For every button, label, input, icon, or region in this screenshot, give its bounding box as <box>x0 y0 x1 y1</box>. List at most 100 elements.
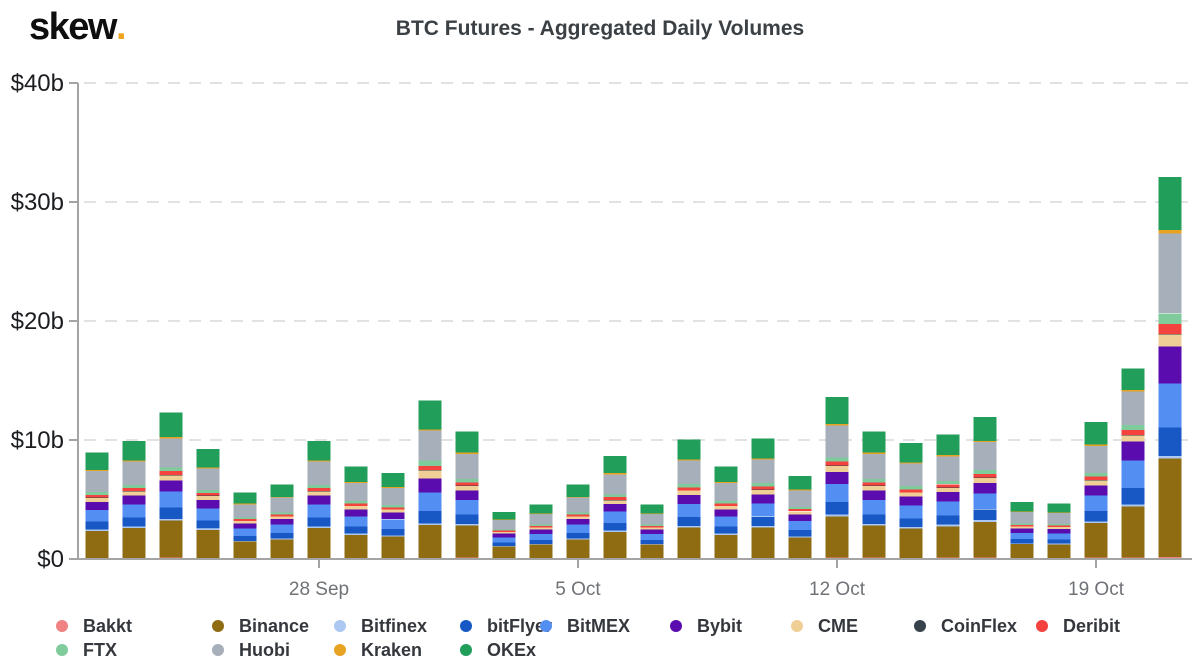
bar-segment-deribit[interactable] <box>529 526 553 528</box>
bar-segment-bybit[interactable] <box>788 514 812 521</box>
bar-segment-bitmex[interactable] <box>677 503 701 518</box>
bar-segment-deribit[interactable] <box>603 497 627 500</box>
bar-segment-ftx[interactable] <box>788 506 812 510</box>
bar-segment-bybit[interactable] <box>455 490 479 501</box>
bar-segment-ftx[interactable] <box>603 494 627 498</box>
bar-segment-bybit[interactable] <box>1121 441 1145 461</box>
bar-segment-deribit[interactable] <box>1047 525 1071 528</box>
bar-segment-kraken[interactable] <box>418 429 442 431</box>
bar-segment-bybit[interactable] <box>381 512 405 520</box>
bar-17-oct[interactable] <box>1010 502 1034 559</box>
bar-segment-kraken[interactable] <box>381 487 405 488</box>
bar-segment-bybit[interactable] <box>196 500 220 509</box>
bar-segment-cme[interactable] <box>122 491 146 496</box>
bar-segment-kraken[interactable] <box>307 460 331 462</box>
bar-10-oct[interactable] <box>751 438 775 559</box>
bar-segment-ftx[interactable] <box>640 524 664 527</box>
bar-segment-bitfinex[interactable] <box>825 514 849 517</box>
bar-12-oct[interactable] <box>825 396 849 559</box>
bar-segment-bybit[interactable] <box>603 503 627 512</box>
bar-segment-kraken[interactable] <box>270 497 294 498</box>
bar-18-oct[interactable] <box>1047 503 1071 559</box>
bar-segment-binance[interactable] <box>1121 506 1145 558</box>
bar-segment-bitmex[interactable] <box>825 484 849 503</box>
bar-segment-binance[interactable] <box>455 525 479 558</box>
bar-3-oct[interactable] <box>492 511 516 559</box>
bar-segment-binance[interactable] <box>418 525 442 558</box>
bar-segment-bitmex[interactable] <box>381 519 405 529</box>
legend-item-cme[interactable]: CME <box>791 616 858 636</box>
bar-segment-huobi[interactable] <box>344 483 368 502</box>
bar-segment-okex[interactable] <box>455 431 479 453</box>
bar-segment-okex[interactable] <box>381 472 405 488</box>
bar-segment-deribit[interactable] <box>566 514 590 517</box>
bar-segment-bybit[interactable] <box>899 496 923 506</box>
bar-segment-bitfinex[interactable] <box>677 526 701 528</box>
bar-segment-binance[interactable] <box>196 530 220 558</box>
bar-segment-deribit[interactable] <box>455 482 479 486</box>
bar-23-sep[interactable] <box>122 440 146 559</box>
bar-segment-ftx[interactable] <box>233 517 257 520</box>
bar-segment-cme[interactable] <box>825 466 849 472</box>
bar-segment-huobi[interactable] <box>973 442 997 470</box>
bar-segment-cme[interactable] <box>677 490 701 495</box>
bar-segment-cme[interactable] <box>529 527 553 530</box>
bar-segment-huobi[interactable] <box>418 430 442 461</box>
bar-segment-bitfinex[interactable] <box>862 523 886 526</box>
bar-segment-huobi[interactable] <box>381 488 405 505</box>
bar-segment-okex[interactable] <box>270 484 294 497</box>
bar-segment-huobi[interactable] <box>566 497 590 513</box>
bar-segment-okex[interactable] <box>418 400 442 430</box>
bar-segment-bitflyer[interactable] <box>344 526 368 534</box>
bar-segment-bybit[interactable] <box>566 519 590 525</box>
bar-6-oct[interactable] <box>603 456 627 559</box>
legend-item-coinflex[interactable]: CoinFlex <box>914 616 1017 636</box>
bar-segment-huobi[interactable] <box>85 471 109 492</box>
bar-segment-cme[interactable] <box>1010 526 1034 529</box>
bar-segment-huobi[interactable] <box>788 490 812 507</box>
bar-segment-cme[interactable] <box>492 532 516 534</box>
bar-segment-okex[interactable] <box>936 434 960 456</box>
bar-30-sep[interactable] <box>381 472 405 559</box>
bar-segment-ftx[interactable] <box>1121 425 1145 430</box>
bar-segment-kraken[interactable] <box>1010 511 1034 513</box>
bar-segment-deribit[interactable] <box>196 493 220 496</box>
bar-segment-bitflyer[interactable] <box>122 517 146 527</box>
bar-segment-binance[interactable] <box>122 528 146 558</box>
bar-segment-okex[interactable] <box>566 484 590 497</box>
bar-segment-bitmex[interactable] <box>196 508 220 521</box>
bar-segment-binance[interactable] <box>640 544 664 559</box>
bar-segment-ftx[interactable] <box>492 529 516 531</box>
bar-segment-bitfinex[interactable] <box>344 533 368 535</box>
bar-segment-binance[interactable] <box>714 534 738 558</box>
bar-segment-bitfinex[interactable] <box>418 523 442 526</box>
bar-segment-bitfinex[interactable] <box>85 529 109 532</box>
bar-2-oct[interactable] <box>455 431 479 559</box>
bar-segment-cme[interactable] <box>1121 435 1145 442</box>
bar-segment-deribit[interactable] <box>825 461 849 466</box>
bar-segment-deribit[interactable] <box>714 503 738 506</box>
bar-segment-ftx[interactable] <box>159 467 183 472</box>
bar-segment-bitmex[interactable] <box>862 500 886 515</box>
bar-1-oct[interactable] <box>418 400 442 559</box>
bar-segment-cme[interactable] <box>899 492 923 497</box>
bar-segment-okex[interactable] <box>973 417 997 441</box>
bar-segment-bitmex[interactable] <box>122 504 146 518</box>
bar-segment-bitmex[interactable] <box>788 520 812 530</box>
bar-segment-huobi[interactable] <box>122 461 146 485</box>
bar-segment-bitfinex[interactable] <box>233 540 257 542</box>
bar-segment-ftx[interactable] <box>1084 473 1108 477</box>
bar-5-oct[interactable] <box>566 484 590 559</box>
bar-segment-huobi[interactable] <box>751 459 775 484</box>
bar-8-oct[interactable] <box>677 439 701 559</box>
bar-segment-okex[interactable] <box>825 396 849 424</box>
bar-segment-bitflyer[interactable] <box>492 542 516 547</box>
bar-segment-bitmex[interactable] <box>714 516 738 527</box>
legend-item-ftx[interactable]: FTX <box>56 640 117 660</box>
bar-segment-huobi[interactable] <box>196 468 220 490</box>
bar-segment-huobi[interactable] <box>455 453 479 479</box>
bar-segment-coinflex[interactable] <box>973 477 997 478</box>
bar-segment-ftx[interactable] <box>825 457 849 462</box>
bar-segment-cme[interactable] <box>270 516 294 520</box>
bar-segment-ftx[interactable] <box>85 492 109 495</box>
